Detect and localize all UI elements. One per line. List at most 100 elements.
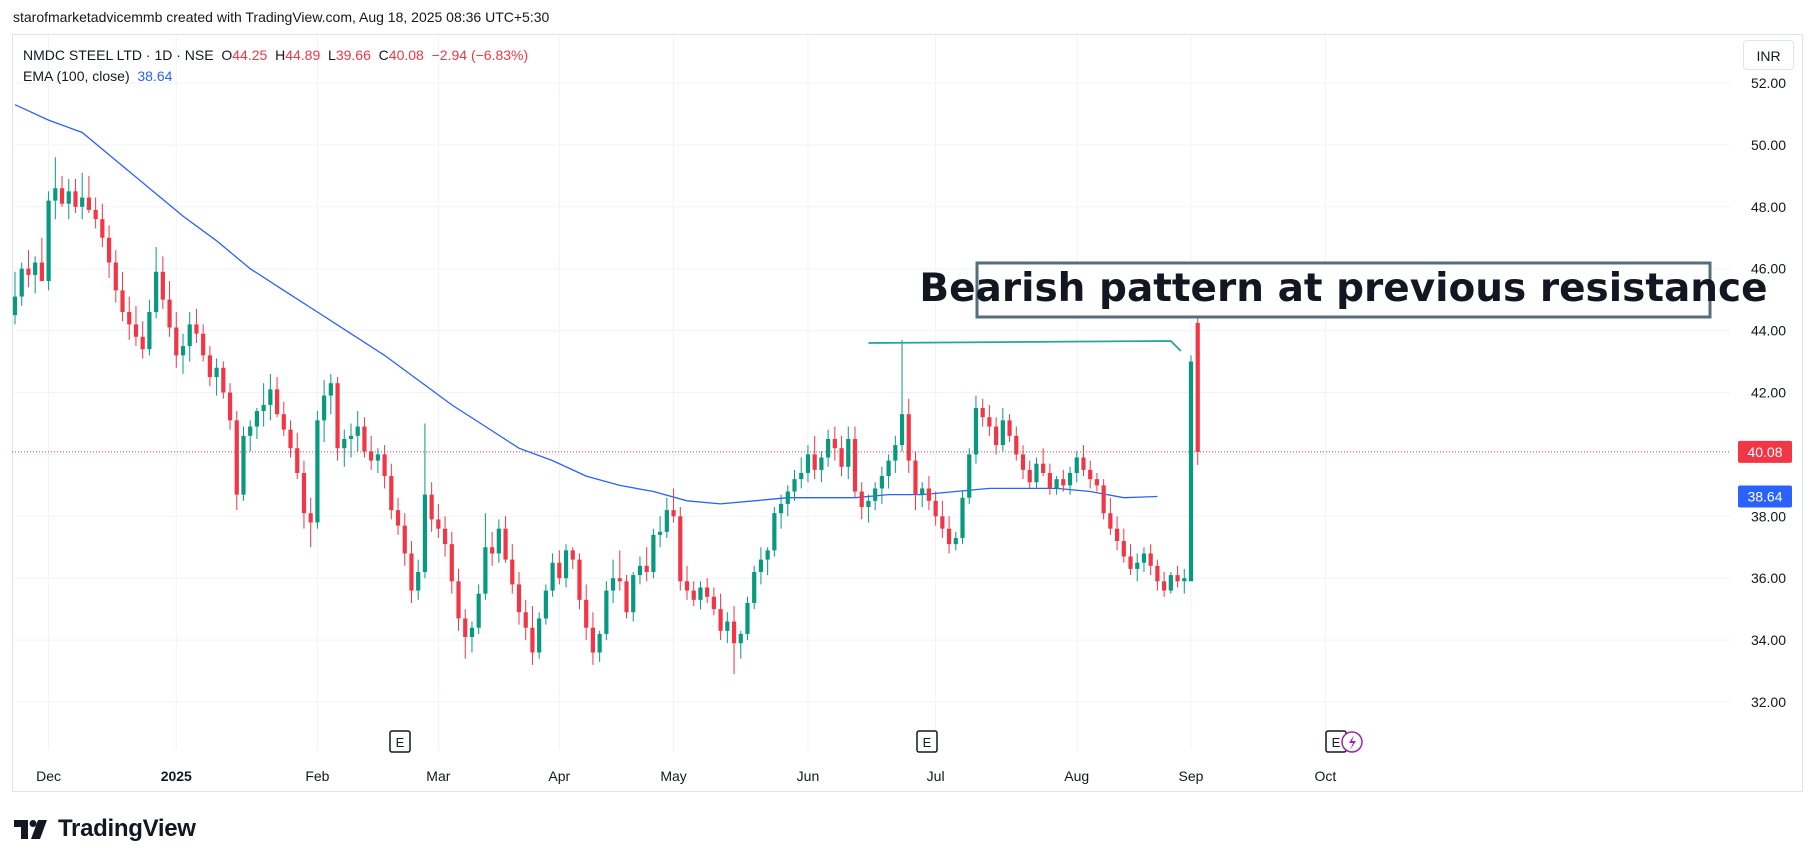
- candle[interactable]: [187, 312, 192, 362]
- candle[interactable]: [953, 531, 958, 551]
- candle[interactable]: [906, 398, 911, 473]
- candle[interactable]: [1121, 528, 1126, 563]
- candle[interactable]: [490, 531, 495, 566]
- candle[interactable]: [1027, 460, 1032, 489]
- candle[interactable]: [516, 572, 522, 625]
- candle[interactable]: [812, 435, 817, 480]
- candle[interactable]: [1041, 448, 1046, 477]
- candle[interactable]: [631, 572, 636, 622]
- candle[interactable]: [1195, 303, 1200, 465]
- candle[interactable]: [160, 256, 165, 309]
- candle[interactable]: [221, 361, 226, 399]
- candle[interactable]: [610, 559, 616, 603]
- candle[interactable]: [1175, 565, 1180, 588]
- candle[interactable]: [348, 423, 354, 458]
- candle[interactable]: [604, 581, 609, 641]
- candle[interactable]: [355, 411, 360, 452]
- candle[interactable]: [1088, 460, 1093, 489]
- candle[interactable]: [1081, 445, 1086, 477]
- candle[interactable]: [496, 519, 501, 563]
- candle[interactable]: [80, 172, 85, 220]
- candle[interactable]: [1067, 466, 1073, 495]
- candle[interactable]: [846, 426, 851, 480]
- candle[interactable]: [866, 494, 871, 523]
- candle[interactable]: [792, 469, 797, 501]
- candle[interactable]: [624, 575, 629, 619]
- candle[interactable]: [651, 528, 656, 579]
- candle[interactable]: [342, 429, 347, 467]
- candle[interactable]: [86, 175, 92, 213]
- candle[interactable]: [106, 225, 112, 278]
- candle[interactable]: [920, 482, 925, 508]
- candle[interactable]: [1061, 469, 1066, 492]
- candle[interactable]: [53, 157, 58, 220]
- candle[interactable]: [483, 513, 488, 600]
- candle[interactable]: [449, 531, 454, 594]
- candle[interactable]: [288, 420, 293, 458]
- candle[interactable]: [241, 426, 246, 501]
- candle[interactable]: [886, 454, 891, 489]
- candle[interactable]: [523, 599, 528, 641]
- candle[interactable]: [133, 305, 139, 347]
- candle[interactable]: [960, 491, 965, 545]
- candle[interactable]: [26, 250, 31, 288]
- earnings-marker[interactable]: E: [389, 730, 411, 753]
- candle[interactable]: [1094, 472, 1100, 492]
- candle[interactable]: [637, 556, 643, 585]
- candle[interactable]: [436, 503, 441, 538]
- candle[interactable]: [335, 377, 340, 461]
- candle[interactable]: [261, 383, 266, 427]
- candle[interactable]: [590, 612, 596, 665]
- candle[interactable]: [738, 630, 743, 659]
- candle[interactable]: [268, 373, 273, 421]
- candle[interactable]: [442, 516, 448, 557]
- candle[interactable]: [174, 312, 179, 368]
- candle[interactable]: [476, 584, 481, 634]
- candle[interactable]: [1020, 445, 1026, 480]
- candle[interactable]: [463, 609, 468, 659]
- candle[interactable]: [967, 448, 972, 504]
- candle[interactable]: [389, 463, 394, 520]
- candle[interactable]: [799, 457, 804, 489]
- candle[interactable]: [785, 485, 790, 517]
- candles-group[interactable]: [12, 157, 1200, 675]
- candle[interactable]: [826, 429, 831, 467]
- candle[interactable]: [140, 321, 145, 359]
- candle[interactable]: [597, 630, 602, 662]
- candle[interactable]: [469, 621, 475, 653]
- candle[interactable]: [987, 404, 992, 436]
- candle[interactable]: [839, 435, 844, 477]
- earnings-marker[interactable]: E: [916, 730, 938, 753]
- candle[interactable]: [100, 203, 105, 248]
- candle[interactable]: [772, 507, 777, 557]
- candle[interactable]: [731, 606, 737, 675]
- candle[interactable]: [503, 516, 508, 563]
- candle[interactable]: [295, 432, 300, 480]
- candle[interactable]: [711, 587, 716, 616]
- candle[interactable]: [1014, 426, 1019, 461]
- candle[interactable]: [1162, 572, 1167, 597]
- candle[interactable]: [584, 584, 589, 641]
- candle[interactable]: [127, 296, 132, 340]
- candle[interactable]: [234, 411, 239, 511]
- candle[interactable]: [402, 513, 407, 566]
- candle[interactable]: [59, 175, 65, 207]
- candle[interactable]: [577, 553, 582, 610]
- currency-button[interactable]: INR: [1743, 40, 1794, 70]
- candle[interactable]: [46, 191, 51, 291]
- candle[interactable]: [678, 507, 683, 591]
- candle[interactable]: [940, 500, 945, 538]
- candle[interactable]: [980, 398, 985, 427]
- candle[interactable]: [207, 346, 212, 387]
- candle[interactable]: [973, 395, 979, 464]
- candle[interactable]: [1141, 547, 1147, 573]
- candle[interactable]: [745, 596, 750, 641]
- candle[interactable]: [530, 606, 535, 665]
- candle[interactable]: [429, 482, 434, 532]
- candle[interactable]: [1114, 516, 1120, 551]
- candle[interactable]: [913, 451, 918, 511]
- candle[interactable]: [93, 197, 98, 229]
- candle[interactable]: [180, 333, 186, 374]
- candle[interactable]: [39, 237, 44, 282]
